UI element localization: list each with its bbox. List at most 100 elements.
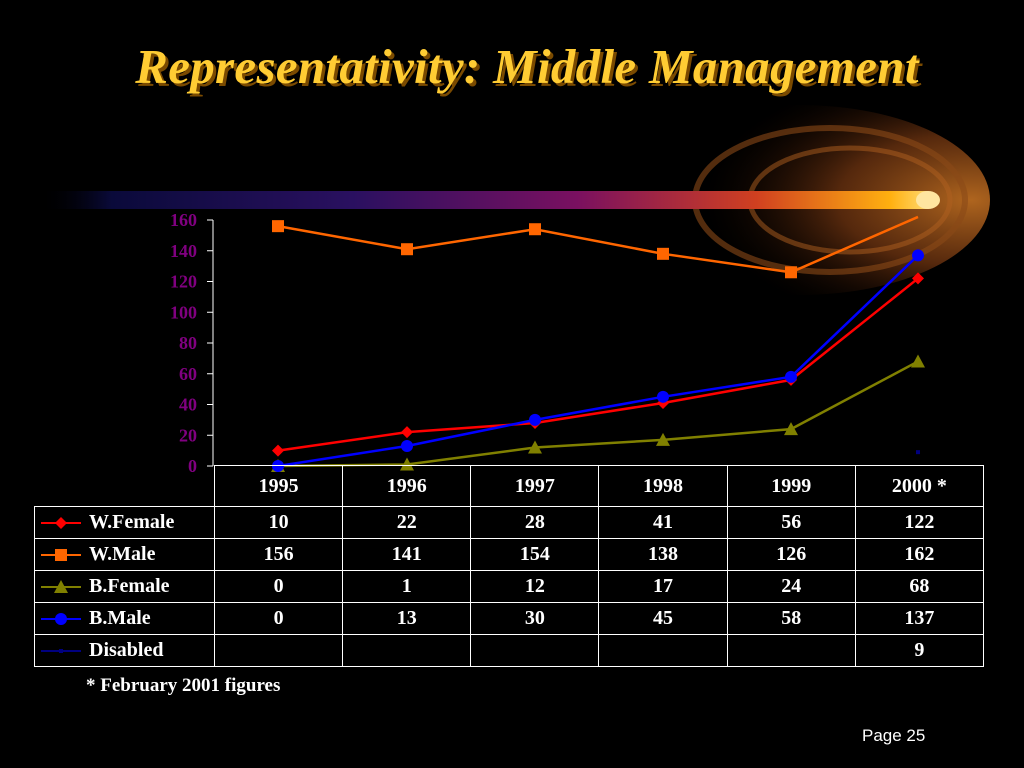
- data-point: [911, 354, 925, 368]
- legend-label: W.Female: [89, 511, 175, 533]
- table-cell: [726, 634, 856, 667]
- data-point: [272, 220, 284, 233]
- data-point: [912, 249, 924, 262]
- table-row: B.Female 0 1 12 17 24 68: [34, 570, 985, 603]
- data-point: [529, 413, 541, 426]
- table-row: Disabled 9: [34, 634, 985, 667]
- series-w-female: [272, 272, 924, 457]
- series-line: [277, 215, 919, 274]
- table-header-1995: 1995: [213, 465, 344, 507]
- table-cell: 122: [854, 506, 985, 539]
- series-line: [277, 254, 919, 468]
- table-cell: 22: [342, 506, 472, 539]
- table-cell: 9: [854, 634, 985, 667]
- series-line: [277, 277, 919, 452]
- data-point: [785, 266, 797, 279]
- page-number: Page 25: [862, 726, 926, 745]
- data-point: [785, 370, 797, 383]
- y-tick-label: 160: [170, 210, 197, 230]
- table-cell: 45: [598, 602, 728, 635]
- legend-entry: B.Male: [34, 602, 215, 635]
- legend-key-icon: [41, 517, 81, 530]
- data-point: [54, 580, 68, 594]
- data-point: [657, 390, 669, 403]
- table-cell: 12: [470, 570, 600, 603]
- legend-key-icon: [41, 549, 81, 562]
- data-point: [59, 649, 63, 654]
- table-cell: [598, 634, 728, 667]
- table-cell: 1: [342, 570, 472, 603]
- legend-entry: W.Female: [34, 506, 215, 539]
- y-tick-label: 60: [179, 364, 197, 384]
- data-point: [401, 243, 413, 256]
- legend-label: Disabled: [89, 639, 164, 661]
- table-cell: 30: [470, 602, 600, 635]
- table-cell: 137: [854, 602, 985, 635]
- table-cell: 138: [598, 538, 728, 571]
- table-cell: [342, 634, 472, 667]
- legend-entry: W.Male: [34, 538, 215, 571]
- table-cell: 154: [470, 538, 600, 571]
- data-point: [656, 432, 670, 446]
- table-cell: 17: [598, 570, 728, 603]
- data-point: [784, 422, 798, 436]
- legend-entry: B.Female: [34, 570, 215, 603]
- table-header-row: 1995 1996 1997 1998 1999 2000 *: [34, 465, 985, 507]
- data-point: [401, 426, 413, 439]
- table-cell: 24: [726, 570, 856, 603]
- y-tick-label: 40: [179, 395, 197, 415]
- table-cell: 0: [213, 570, 344, 603]
- data-point: [916, 450, 920, 455]
- table-cell: 28: [470, 506, 600, 539]
- data-point: [657, 247, 669, 260]
- legend-entry: Disabled: [34, 634, 215, 667]
- legend-key-icon: [41, 613, 81, 626]
- series-line: [277, 360, 919, 468]
- table-row: W.Female 10 22 28 41 56 122: [34, 506, 985, 539]
- table-cell: [213, 634, 344, 667]
- table-header-1997: 1997: [470, 465, 600, 507]
- data-point: [528, 440, 542, 454]
- table-corner: [34, 465, 215, 507]
- legend-key-icon: [41, 580, 81, 594]
- legend-label: B.Female: [89, 575, 170, 597]
- table-header-1998: 1998: [598, 465, 728, 507]
- plot-area: [271, 215, 925, 472]
- footnote: * February 2001 figures: [86, 675, 281, 696]
- table-cell: 68: [854, 570, 985, 603]
- data-point: [272, 444, 284, 457]
- table-cell: 141: [342, 538, 472, 571]
- table-cell: 13: [342, 602, 472, 635]
- y-tick-label: 100: [170, 302, 197, 322]
- data-point: [55, 549, 67, 562]
- y-tick-label: 20: [179, 425, 197, 445]
- data-point: [401, 440, 413, 453]
- table-cell: 162: [854, 538, 985, 571]
- y-tick-label: 140: [170, 241, 197, 261]
- table-row: W.Male 156 141 154 138 126 162: [34, 538, 985, 571]
- table-header-1996: 1996: [342, 465, 472, 507]
- y-tick-label: 120: [170, 272, 197, 292]
- legend-key-icon: [41, 649, 81, 654]
- y-tick-label: 80: [179, 333, 197, 353]
- table-cell: 41: [598, 506, 728, 539]
- table-cell: 10: [213, 506, 344, 539]
- series-disabled: [916, 450, 920, 455]
- table-cell: 56: [726, 506, 856, 539]
- table-row: B.Male 0 13 30 45 58 137: [34, 602, 985, 635]
- legend-label: W.Male: [89, 543, 156, 565]
- table-cell: 126: [726, 538, 856, 571]
- data-point: [912, 272, 924, 285]
- slide-title: Representativity: Middle Management: [135, 39, 919, 94]
- table-cell: 58: [726, 602, 856, 635]
- table-cell: [470, 634, 600, 667]
- data-table: 1995 1996 1997 1998 1999 2000 * W.Female…: [34, 465, 985, 667]
- data-point: [529, 223, 541, 236]
- legend-label: B.Male: [89, 607, 151, 629]
- table-header-1999: 1999: [726, 465, 856, 507]
- series-w-male: [272, 215, 919, 279]
- table-cell: 156: [213, 538, 344, 571]
